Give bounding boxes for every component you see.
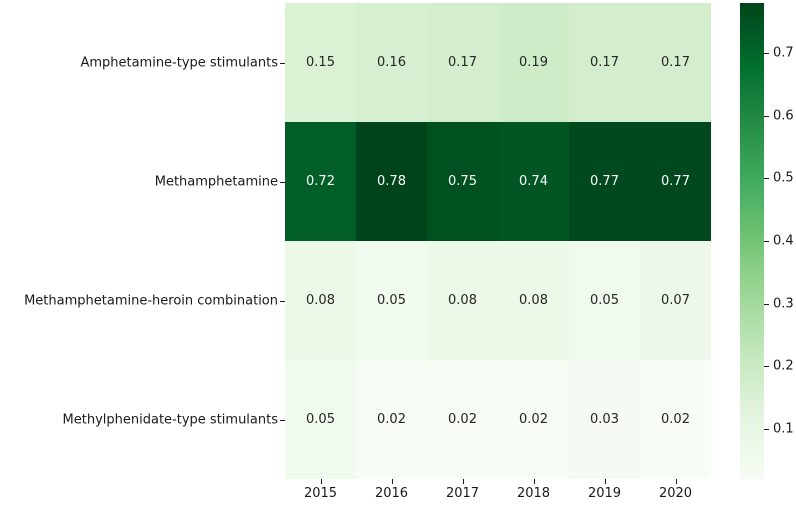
colorbar-tick-label: 0.1 [773,421,794,437]
heatmap-cell: 0.07 [640,241,711,360]
y-tick-label: Amphetamine-type stimulants [80,55,278,70]
colorbar-tick-label: 0.6 [773,108,794,124]
colorbar-tick-label: 0.2 [773,358,794,374]
heatmap-cell: 0.16 [356,3,427,122]
x-tick-label: 2019 [587,486,622,501]
heatmap-cell: 0.72 [285,122,356,241]
x-tick-mark [533,479,535,484]
x-tick-label: 2018 [516,486,551,501]
x-tick-mark [675,479,677,484]
heatmap-cell: 0.75 [427,122,498,241]
colorbar-tick-mark [764,178,769,180]
heatmap-cell: 0.17 [569,3,640,122]
colorbar-tick-label: 0.4 [773,233,794,249]
heatmap-cell: 0.08 [498,241,569,360]
colorbar [740,3,764,479]
heatmap-cell: 0.78 [356,122,427,241]
colorbar-tick-label: 0.7 [773,45,794,61]
heatmap-cell: 0.77 [640,122,711,241]
heatmap-cell: 0.05 [356,241,427,360]
heatmap-cell: 0.02 [427,360,498,479]
heatmap-cell: 0.03 [569,360,640,479]
x-tick-mark [391,479,393,484]
heatmap-cell: 0.02 [356,360,427,479]
y-tick-label: Methylphenidate-type stimulants [62,412,278,427]
heatmap-grid: 0.15 0.16 0.17 0.19 0.17 0.17 0.72 0.78 0.75 0.74… [285,3,711,479]
heatmap-cell: 0.05 [285,360,356,479]
heatmap-cell: 0.15 [285,3,356,122]
heatmap-cell: 0.77 [569,122,640,241]
x-tick-mark [462,479,464,484]
colorbar-tick-label: 0.3 [773,296,794,312]
heatmap-cell: 0.02 [498,360,569,479]
heatmap-cell: 0.02 [640,360,711,479]
x-tick-label: 2020 [658,486,693,501]
colorbar-tick-mark [764,115,769,117]
heatmap-cell: 0.74 [498,122,569,241]
colorbar-tick-mark [764,53,769,55]
y-tick-mark [280,300,285,302]
y-tick-label: Methamphetamine-heroin combination [24,293,278,308]
x-tick-label: 2015 [303,486,338,501]
heatmap-cell: 0.08 [285,241,356,360]
heatmap-cell: 0.17 [427,3,498,122]
colorbar-tick-mark [764,428,769,430]
x-tick-mark [320,479,322,484]
x-tick-mark [604,479,606,484]
y-tick-mark [280,181,285,183]
x-tick-label: 2017 [445,486,480,501]
heatmap-cell: 0.17 [640,3,711,122]
x-tick-label: 2016 [374,486,409,501]
heatmap-cell: 0.05 [569,241,640,360]
y-tick-mark [280,419,285,421]
colorbar-tick-mark [764,241,769,242]
colorbar-gradient [740,3,764,479]
heatmap-cell: 0.08 [427,241,498,360]
heatmap-cell: 0.19 [498,3,569,122]
y-tick-label: Methamphetamine [154,174,278,189]
colorbar-tick-label: 0.5 [773,170,794,186]
colorbar-tick-mark [764,303,769,305]
y-tick-mark [280,62,285,64]
colorbar-tick-mark [764,366,769,368]
